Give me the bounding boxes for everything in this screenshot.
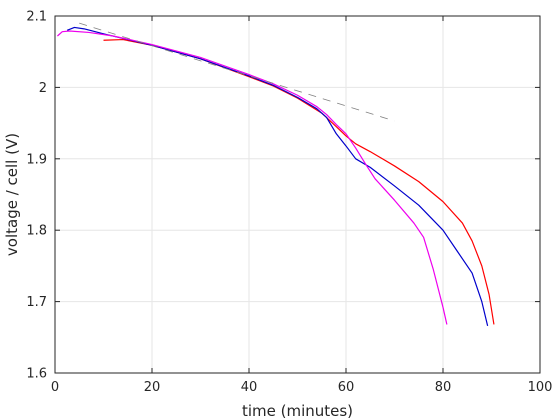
y-tick-labels: 1.6 1.7 1.8 1.9 2 2.1 (26, 10, 47, 382)
series-line-3 (57, 30, 448, 325)
x-tick-label: 100 (528, 380, 553, 395)
x-tick-label: 60 (338, 380, 355, 395)
y-tick-label: 2 (39, 81, 47, 96)
x-tick-label: 40 (241, 380, 258, 395)
x-tick-labels: 0 20 40 60 80 100 (51, 380, 553, 395)
x-tick-label: 80 (435, 380, 452, 395)
series-lines (57, 22, 495, 327)
y-tick-label: 1.9 (26, 152, 47, 167)
y-axis-label: voltage / cell (V) (3, 133, 21, 256)
x-axis-label: time (minutes) (242, 402, 353, 420)
y-tick-label: 2.1 (26, 10, 47, 25)
series-line-4 (79, 22, 395, 122)
x-tick-label: 0 (51, 380, 59, 395)
y-tick-label: 1.8 (26, 224, 47, 239)
axis-ticks (54, 15, 541, 374)
y-tick-label: 1.6 (26, 367, 47, 382)
y-tick-label: 1.7 (26, 295, 47, 310)
x-tick-label: 20 (144, 380, 161, 395)
plot-box (54, 15, 541, 374)
